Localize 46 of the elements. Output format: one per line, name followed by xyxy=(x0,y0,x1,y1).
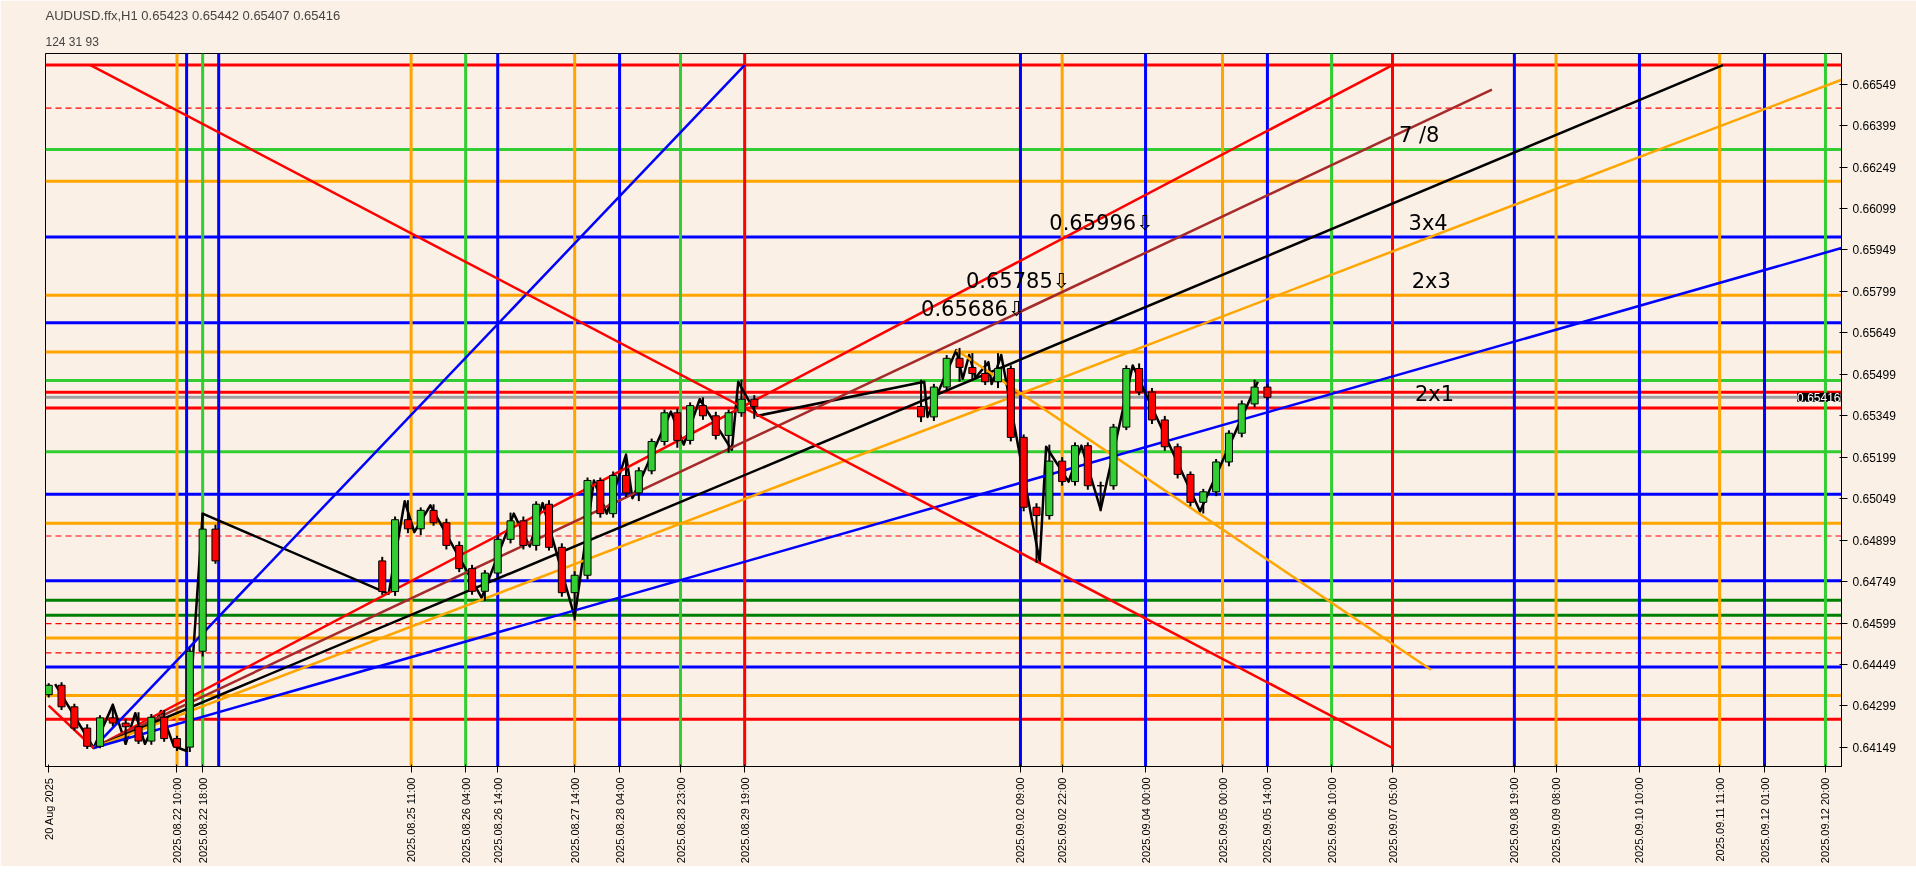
x-tick-label: 2025.09.05 00:00 xyxy=(1216,777,1229,864)
x-tick-label: 2025.08.26 04:00 xyxy=(459,777,472,864)
y-tick-label: 0.65499 xyxy=(1852,367,1897,382)
x-tick-label: 2025.08.22 18:00 xyxy=(196,777,209,864)
x-tick-label: 2025.09.09 08:00 xyxy=(1550,777,1563,864)
x-tick-label: 2025.09.05 14:00 xyxy=(1261,777,1274,864)
y-tick-label: 0.66099 xyxy=(1852,202,1897,217)
y-tick-label: 0.65949 xyxy=(1852,243,1897,258)
x-tick-label: 2025.09.12 01:00 xyxy=(1758,777,1771,864)
x-tick-label: 2025.08.27 14:00 xyxy=(568,777,581,864)
x-tick-label: 2025.09.02 09:00 xyxy=(1014,777,1027,864)
x-tick-label: 2025.09.08 19:00 xyxy=(1508,777,1521,864)
x-tick-label: 2025.09.06 10:00 xyxy=(1325,777,1338,864)
x-tick-label: 2025.09.04 00:00 xyxy=(1139,777,1152,864)
y-tick-label: 0.64599 xyxy=(1852,616,1897,631)
x-tick-label: 2025.09.11 11:00 xyxy=(1713,777,1726,862)
y-tick-label: 0.66399 xyxy=(1852,119,1897,134)
ref-line-label: 0.65416 xyxy=(1797,390,1841,405)
y-tick-label: 0.64299 xyxy=(1852,699,1897,714)
x-tick-label: 2025.08.26 14:00 xyxy=(491,777,504,864)
y-tick-label: 0.64899 xyxy=(1852,533,1897,548)
y-tick-label: 0.65799 xyxy=(1852,284,1897,299)
x-tick-label: 2025.09.10 10:00 xyxy=(1633,777,1646,864)
y-tick-label: 0.66249 xyxy=(1852,160,1897,175)
x-tick-label: 2025.09.02 22:00 xyxy=(1056,777,1069,864)
x-tick-label: 2025.09.07 05:00 xyxy=(1386,777,1399,864)
y-tick-label: 0.65199 xyxy=(1852,450,1897,465)
x-tick-label: 2025.08.29 19:00 xyxy=(738,777,751,864)
annotation: 2x3 xyxy=(1411,269,1451,294)
y-tick-label: 0.65349 xyxy=(1852,409,1897,424)
y-tick-label: 0.64149 xyxy=(1852,740,1897,755)
annotation: 3x4 xyxy=(1408,211,1448,235)
x-tick-label: 2025.08.22 10:00 xyxy=(170,777,183,864)
x-tick-label: 2025.08.28 04:00 xyxy=(613,777,626,864)
x-tick-label: 2025.08.25 11:00 xyxy=(405,777,418,863)
chart-title: AUDUSD.ffx,H1 0.65423 0.65442 0.65407 0.65416 xyxy=(45,7,341,23)
x-tick-label: 2025.08.28 23:00 xyxy=(674,777,687,864)
x-tick-label: 2025.09.12 20:00 xyxy=(1819,777,1832,864)
annotation: 7 /8 xyxy=(1398,123,1440,148)
y-tick-label: 0.64449 xyxy=(1852,658,1897,673)
y-tick-label: 0.65649 xyxy=(1852,326,1897,341)
chart-subtitle: 124 31 93 xyxy=(45,34,100,49)
x-tick-label: 20 Aug 2025 xyxy=(42,778,55,840)
y-tick-label: 0.64749 xyxy=(1852,575,1897,590)
y-tick-label: 0.66549 xyxy=(1852,77,1897,92)
y-tick-label: 0.65049 xyxy=(1852,492,1897,507)
